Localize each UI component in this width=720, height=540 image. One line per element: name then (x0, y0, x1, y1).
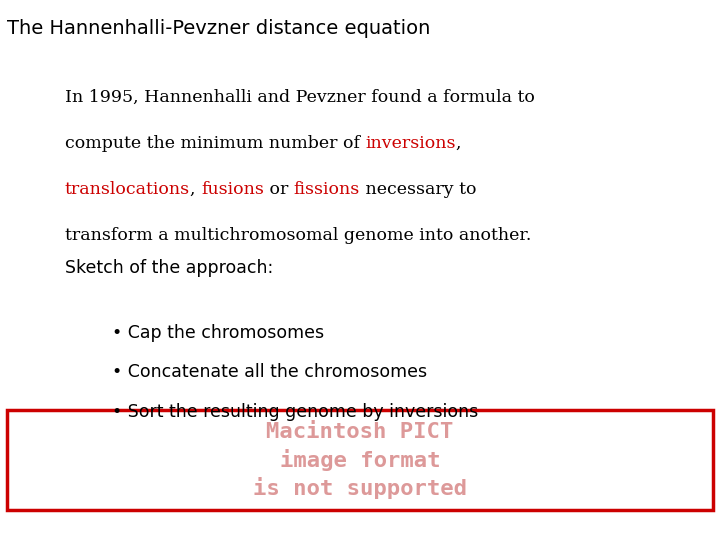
Text: fissions: fissions (294, 181, 360, 198)
Text: or: or (264, 181, 294, 198)
Text: ,: , (190, 181, 201, 198)
FancyBboxPatch shape (7, 410, 713, 510)
Text: ,: , (456, 135, 462, 152)
Text: fusions: fusions (201, 181, 264, 198)
Text: Sketch of the approach:: Sketch of the approach: (65, 259, 273, 277)
Text: • Concatenate all the chromosomes: • Concatenate all the chromosomes (112, 363, 427, 381)
Text: The Hannenhalli-Pevzner distance equation: The Hannenhalli-Pevzner distance equatio… (7, 19, 431, 38)
Text: inversions: inversions (365, 135, 456, 152)
Text: compute the minimum number of: compute the minimum number of (65, 135, 365, 152)
Text: • Cap the chromosomes: • Cap the chromosomes (112, 324, 324, 342)
Text: • Sort the resulting genome by inversions: • Sort the resulting genome by inversion… (112, 403, 478, 421)
Text: is not supported: is not supported (253, 477, 467, 499)
Text: transform a multichromosomal genome into another.: transform a multichromosomal genome into… (65, 227, 531, 244)
Text: image format: image format (280, 449, 440, 471)
Text: In 1995, Hannenhalli and Pevzner found a formula to: In 1995, Hannenhalli and Pevzner found a… (65, 89, 535, 106)
Text: necessary to: necessary to (360, 181, 477, 198)
Text: Macintosh PICT: Macintosh PICT (266, 422, 454, 442)
Text: translocations: translocations (65, 181, 190, 198)
